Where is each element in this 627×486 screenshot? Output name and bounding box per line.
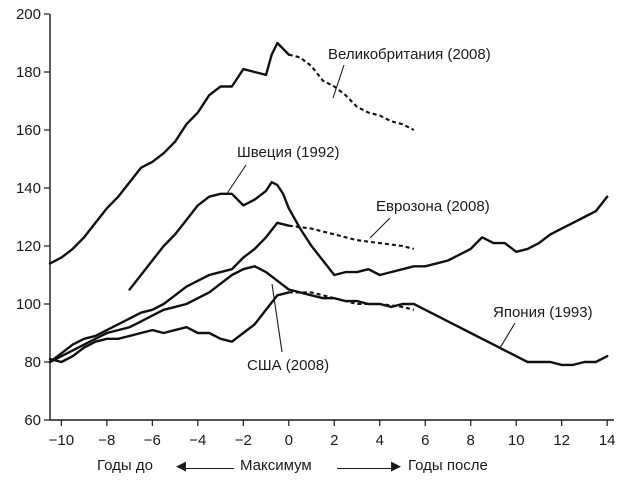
leader-uk <box>332 64 345 99</box>
x-tick-label: 14 <box>599 432 616 449</box>
x-tick-label: 0 <box>285 432 293 449</box>
leader-sweden <box>225 164 247 196</box>
x-caption-peak: Максимум <box>240 457 312 474</box>
series-label-sweden: Швеция (1992) <box>237 144 340 161</box>
y-tick-label: 120 <box>16 238 41 255</box>
arrow-left-icon: ◀ <box>176 458 186 473</box>
series-uk-line <box>48 41 290 265</box>
y-tick-label: 200 <box>16 6 41 23</box>
x-ticks: −10 −8 −6 −4 −2 0 2 4 6 8 10 12 14 <box>49 420 616 449</box>
y-tick-label: 160 <box>16 122 41 139</box>
label-leaders <box>225 64 516 353</box>
series-usa-forecast-line <box>288 291 415 311</box>
y-tick-label: 180 <box>16 64 41 81</box>
series-eurozone-line <box>48 221 290 364</box>
x-caption-before: Годы до <box>97 457 153 474</box>
y-tick-label: 100 <box>16 296 41 313</box>
x-tick-label: 6 <box>421 432 429 449</box>
x-tick-label: −6 <box>144 432 161 449</box>
x-tick-label: 10 <box>508 432 525 449</box>
x-tick-label: −10 <box>49 432 74 449</box>
series-label-usa: США (2008) <box>247 357 329 374</box>
series-labels: Великобритания (2008) Швеция (1992) Евро… <box>237 46 593 374</box>
x-tick-label: −4 <box>189 432 206 449</box>
x-tick-label: 12 <box>553 432 570 449</box>
x-tick-label: 8 <box>467 432 475 449</box>
y-tick-label: 140 <box>16 180 41 197</box>
series-japan-line <box>48 265 609 367</box>
x-axis-caption: Годы до ◀ Максимум ▶ Годы после <box>0 457 627 479</box>
x-tick-label: −8 <box>98 432 115 449</box>
x-tick-label: −2 <box>235 432 252 449</box>
series-uk-forecast-line <box>288 53 415 131</box>
series-group <box>48 41 609 367</box>
y-ticks: 60 80 100 120 140 160 180 200 <box>16 6 50 429</box>
series-eurozone-forecast-line <box>288 224 415 250</box>
leader-eurozone <box>369 217 391 239</box>
series-usa-line <box>48 291 290 364</box>
x-tick-label: 2 <box>330 432 338 449</box>
arrow-right-icon: ▶ <box>391 458 401 473</box>
series-label-japan: Япония (1993) <box>493 304 593 321</box>
leader-japan <box>499 322 516 349</box>
arrow-right-line <box>337 468 395 469</box>
y-tick-label: 80 <box>24 354 41 371</box>
y-tick-label: 60 <box>24 412 41 429</box>
series-label-eurozone: Еврозона (2008) <box>376 198 490 215</box>
x-tick-label: 4 <box>376 432 384 449</box>
leader-usa <box>271 283 283 353</box>
axes <box>49 14 614 421</box>
series-sweden-line <box>128 181 609 291</box>
arrow-left-line <box>182 468 234 469</box>
x-caption-after: Годы после <box>408 457 488 474</box>
series-label-uk: Великобритания (2008) <box>328 46 491 63</box>
